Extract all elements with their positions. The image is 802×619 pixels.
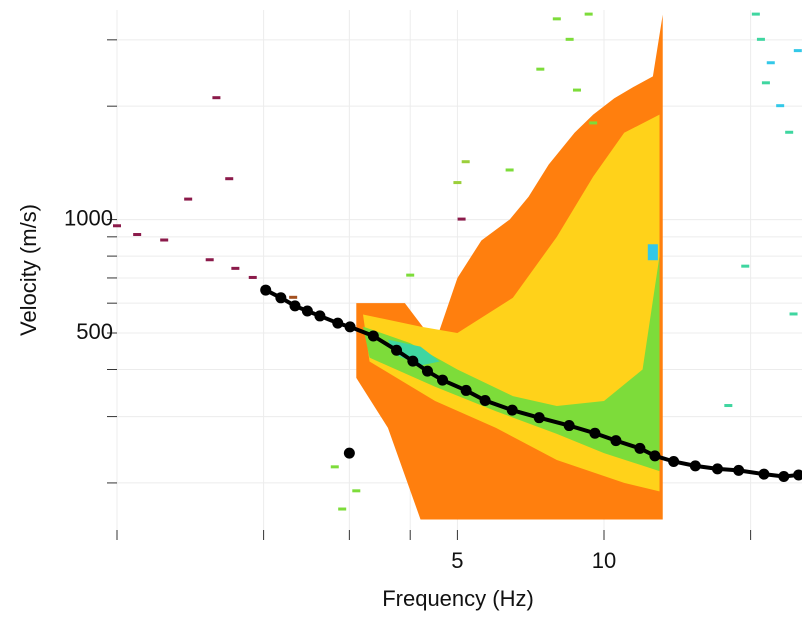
- picked-point: [391, 344, 403, 356]
- energy-zone: [363, 256, 660, 472]
- picked-point: [778, 471, 790, 483]
- x-axis-label: Frequency (Hz): [382, 586, 534, 611]
- energy-cell: [536, 67, 545, 71]
- energy-cell: [785, 130, 794, 134]
- picked-point: [301, 305, 313, 317]
- picked-point: [610, 435, 622, 447]
- energy-cell: [761, 81, 770, 85]
- energy-cell: [766, 61, 775, 65]
- energy-cell: [212, 96, 221, 100]
- picked-point: [460, 384, 472, 396]
- picked-point: [367, 330, 379, 342]
- picked-point: [793, 469, 802, 481]
- y-axis-label: Velocity (m/s): [16, 204, 41, 336]
- energy-cell: [457, 217, 466, 221]
- picked-point: [649, 450, 661, 462]
- picked-point: [563, 420, 575, 432]
- picked-point: [344, 321, 356, 333]
- picked-point: [437, 374, 449, 386]
- energy-cell: [724, 404, 733, 408]
- picked-point: [758, 468, 770, 480]
- picked-point: [733, 464, 745, 476]
- energy-cell: [406, 273, 415, 277]
- energy-zone: [647, 244, 658, 261]
- energy-cell: [789, 312, 798, 316]
- energy-cell: [205, 258, 214, 262]
- picked-point: [407, 355, 419, 367]
- energy-cell: [565, 37, 574, 41]
- energy-cell: [330, 465, 339, 469]
- energy-cell: [776, 104, 785, 108]
- energy-cell: [505, 168, 514, 172]
- energy-cell: [552, 17, 561, 21]
- picked-point: [689, 460, 701, 472]
- picked-point: [332, 317, 344, 329]
- energy-zone: [387, 339, 440, 366]
- energy-cell: [461, 160, 470, 164]
- energy-cell: [184, 197, 193, 201]
- energy-cell: [589, 121, 598, 125]
- energy-cell: [225, 177, 234, 181]
- energy-cell: [453, 181, 462, 185]
- energy-cell: [113, 224, 121, 228]
- x-tick-label: 10: [592, 548, 616, 573]
- picked-point: [260, 284, 272, 296]
- energy-cell: [756, 37, 765, 41]
- energy-cell: [248, 275, 257, 279]
- picked-point: [533, 412, 545, 424]
- energy-cell: [751, 12, 760, 16]
- picked-point: [668, 455, 680, 467]
- picked-point: [421, 365, 433, 377]
- picked-point: [506, 404, 518, 416]
- picked-curve: [264, 288, 799, 479]
- energy-cell: [352, 489, 361, 493]
- y-tick-label: 1000: [64, 205, 113, 230]
- x-tick-label: 5: [451, 548, 463, 573]
- energy-zone: [363, 114, 660, 492]
- picked-point: [314, 310, 326, 322]
- energy-cell: [572, 88, 581, 92]
- energy-cell: [289, 295, 298, 299]
- energy-cell: [231, 266, 240, 270]
- picked-point: [711, 463, 723, 475]
- picked-point: [634, 442, 646, 454]
- picked-point: [343, 447, 355, 459]
- energy-cell: [160, 238, 169, 242]
- y-tick-label: 500: [76, 319, 113, 344]
- energy-cell: [741, 264, 750, 268]
- picked-point: [289, 300, 301, 312]
- picked-point: [589, 427, 601, 439]
- energy-cell: [338, 507, 347, 511]
- energy-cell: [133, 233, 142, 237]
- picked-point: [275, 292, 287, 304]
- picked-point: [479, 394, 491, 406]
- energy-cell: [584, 12, 593, 16]
- energy-cell: [793, 49, 802, 53]
